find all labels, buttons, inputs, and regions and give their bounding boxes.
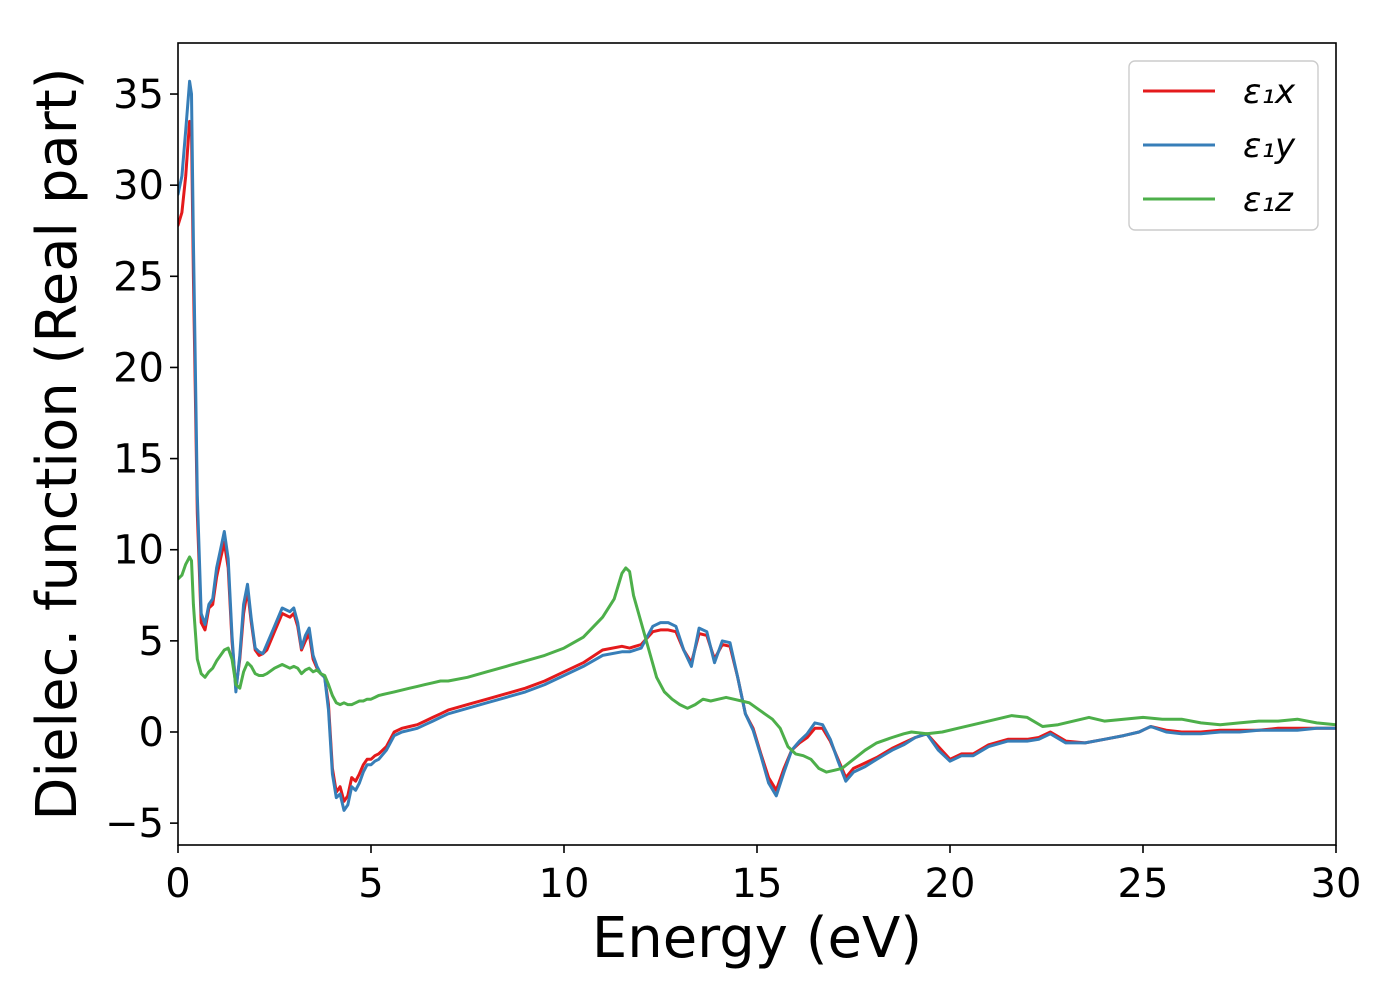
series-line-2 [178,555,1336,774]
y-axis: −5 0 5 10 15 20 25 30 35 [105,72,178,847]
y-tick-label: −5 [105,801,164,847]
legend-label-2: ε₁z [1243,180,1294,220]
y-axis-title: Dielec. function (Real part) [25,67,90,820]
y-tick-label: 35 [113,72,164,118]
y-tick-label: 15 [113,437,164,483]
x-tick-label: 30 [1311,861,1362,907]
y-tick-label: 30 [113,163,164,209]
x-tick-label: 20 [925,861,976,907]
legend-label-1: ε₁y [1243,126,1296,166]
x-tick-label: 10 [539,861,590,907]
y-tick-label: 5 [139,619,164,665]
series-line-1 [178,79,1336,812]
y-tick-label: 25 [113,254,164,300]
y-tick-label: 0 [139,710,164,756]
x-tick-label: 5 [358,861,383,907]
series-layer [178,79,1336,812]
y-tick-label: 20 [113,345,164,391]
x-tick-label: 25 [1118,861,1169,907]
series-line-0 [178,119,1336,803]
x-tick-label: 15 [732,861,783,907]
y-tick-label: 10 [113,528,164,574]
legend-label-0: ε₁x [1243,72,1296,112]
x-tick-label: 0 [165,861,190,907]
legend: ε₁x ε₁y ε₁z [1128,60,1319,231]
legend-box [1128,60,1319,231]
x-axis-title: Energy (eV) [592,906,922,971]
x-axis: 0 5 10 15 20 25 30 [165,845,1361,907]
